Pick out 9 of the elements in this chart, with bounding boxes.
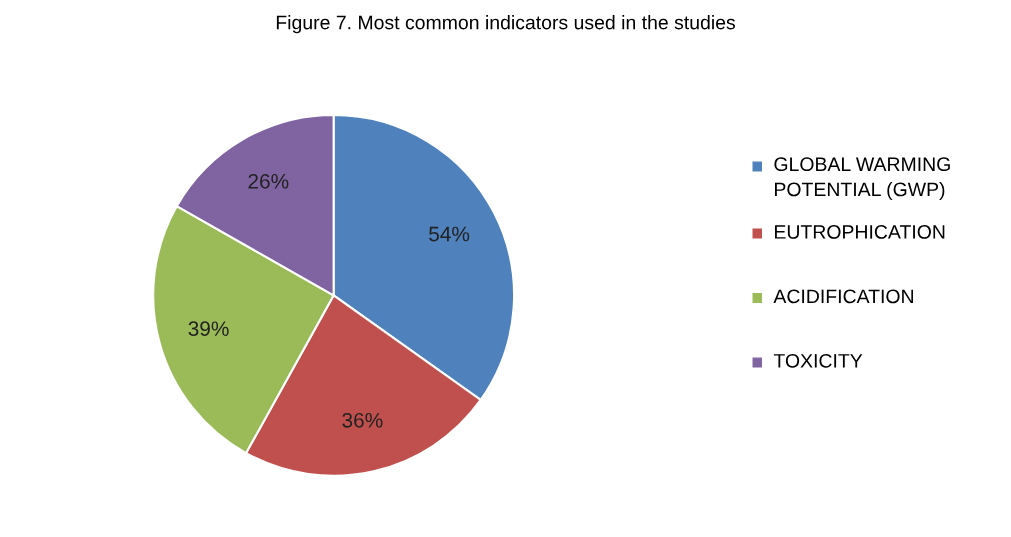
data-label: 36% bbox=[342, 412, 383, 428]
legend-label: ACIDIFICATION bbox=[773, 289, 913, 304]
legend-label: EUTROPHICATION bbox=[775, 225, 945, 239]
legend-label: TOXICITY bbox=[773, 353, 863, 368]
data-label: 54% bbox=[429, 226, 470, 242]
data-label: 39% bbox=[188, 321, 229, 337]
legend-label: GLOBAL WARMING POTENTIAL (GWP) bbox=[774, 157, 950, 201]
data-label: 26% bbox=[248, 173, 289, 189]
chart-title: Figure 7. Most common indicators used in the studies bbox=[276, 15, 736, 34]
